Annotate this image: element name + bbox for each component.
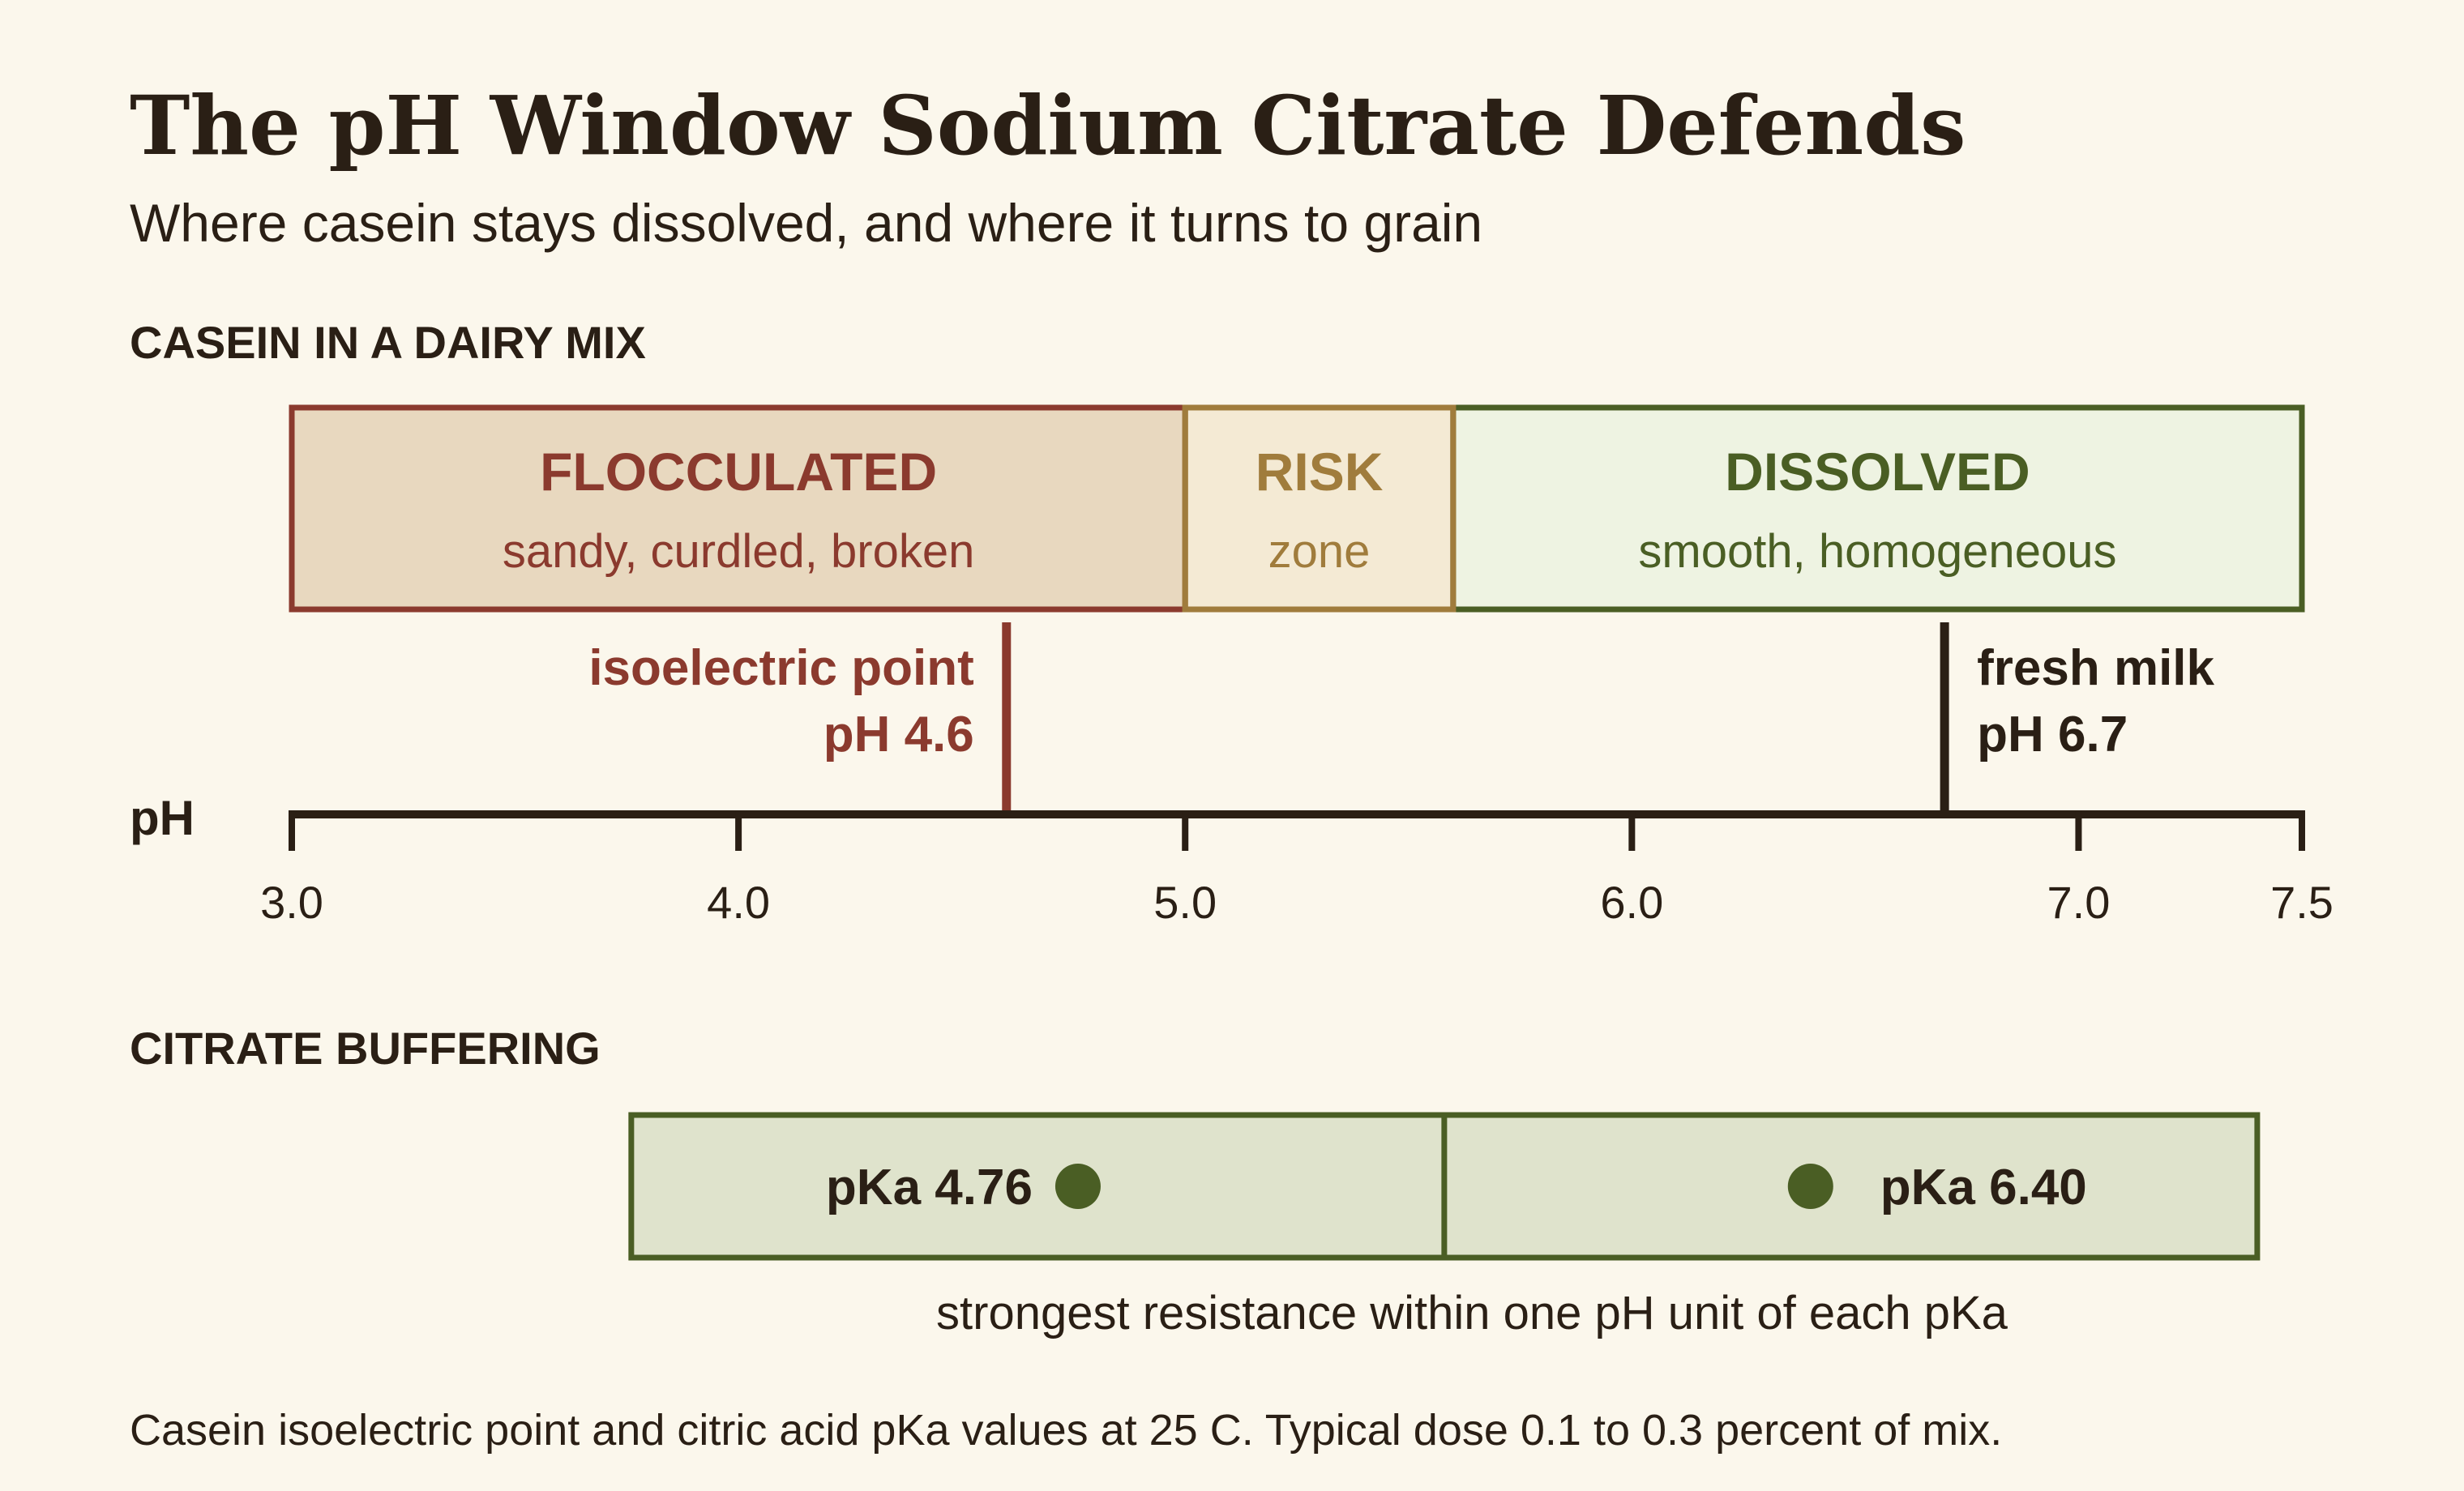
ph-markers: isoelectric point pH 4.6 fresh milk pH 6.7 [588, 622, 2215, 813]
tick-label: 7.0 [2047, 877, 2111, 928]
axis-label: pH [130, 791, 195, 845]
pka-point [1054, 1164, 1101, 1209]
tick-label: 4.0 [707, 877, 770, 928]
casein-section-heading: CASEIN IN A DAIRY MIX [130, 317, 646, 368]
pka-point [1787, 1164, 1833, 1209]
citrate-section-heading: CITRATE BUFFERING [130, 1023, 601, 1074]
ph-axis: pH 3.0 4.0 5.0 6.0 7.0 7.5 [130, 791, 2334, 928]
tick-label: 6.0 [1600, 877, 1663, 928]
zone-box [1182, 404, 1457, 613]
zone-sublabel: smooth, homogeneous [1638, 525, 2116, 578]
tick-label: 5.0 [1153, 877, 1217, 928]
footnote: Casein isoelectric point and citric acid… [130, 1406, 2002, 1455]
page-title: The pH Window Sodium Citrate Defends [130, 78, 1966, 173]
zone-box-outline [1182, 404, 1457, 613]
zone-label: DISSOLVED [1725, 442, 2030, 502]
citrate-note: strongest resistance within one pH unit … [936, 1287, 2008, 1339]
citrate-buffer-band: pKa 4.76 pKa 6.40 [628, 1112, 2261, 1261]
marker-value: pH 6.7 [1977, 707, 2128, 763]
tick-label: 7.5 [2270, 877, 2334, 928]
marker-value: pH 4.6 [823, 707, 974, 763]
zone-sublabel: zone [1268, 525, 1371, 578]
marker-label: isoelectric point [588, 640, 973, 696]
zone-label: FLOCCULATED [540, 442, 937, 502]
zone-box [289, 404, 1188, 613]
marker-label: fresh milk [1977, 640, 2214, 696]
zone-sublabel: sandy, curdled, broken [503, 525, 975, 578]
pka-label: pKa 4.76 [826, 1160, 1033, 1215]
casein-zones: FLOCCULATED sandy, curdled, broken RISK zon… [289, 404, 2305, 613]
page-subtitle: Where casein stays dissolved, and where … [130, 193, 1482, 253]
pka-label: pKa 6.40 [1880, 1160, 2087, 1215]
tick-label: 3.0 [260, 877, 323, 928]
zone-box [1450, 404, 2305, 613]
zone-label: RISK [1256, 442, 1384, 502]
